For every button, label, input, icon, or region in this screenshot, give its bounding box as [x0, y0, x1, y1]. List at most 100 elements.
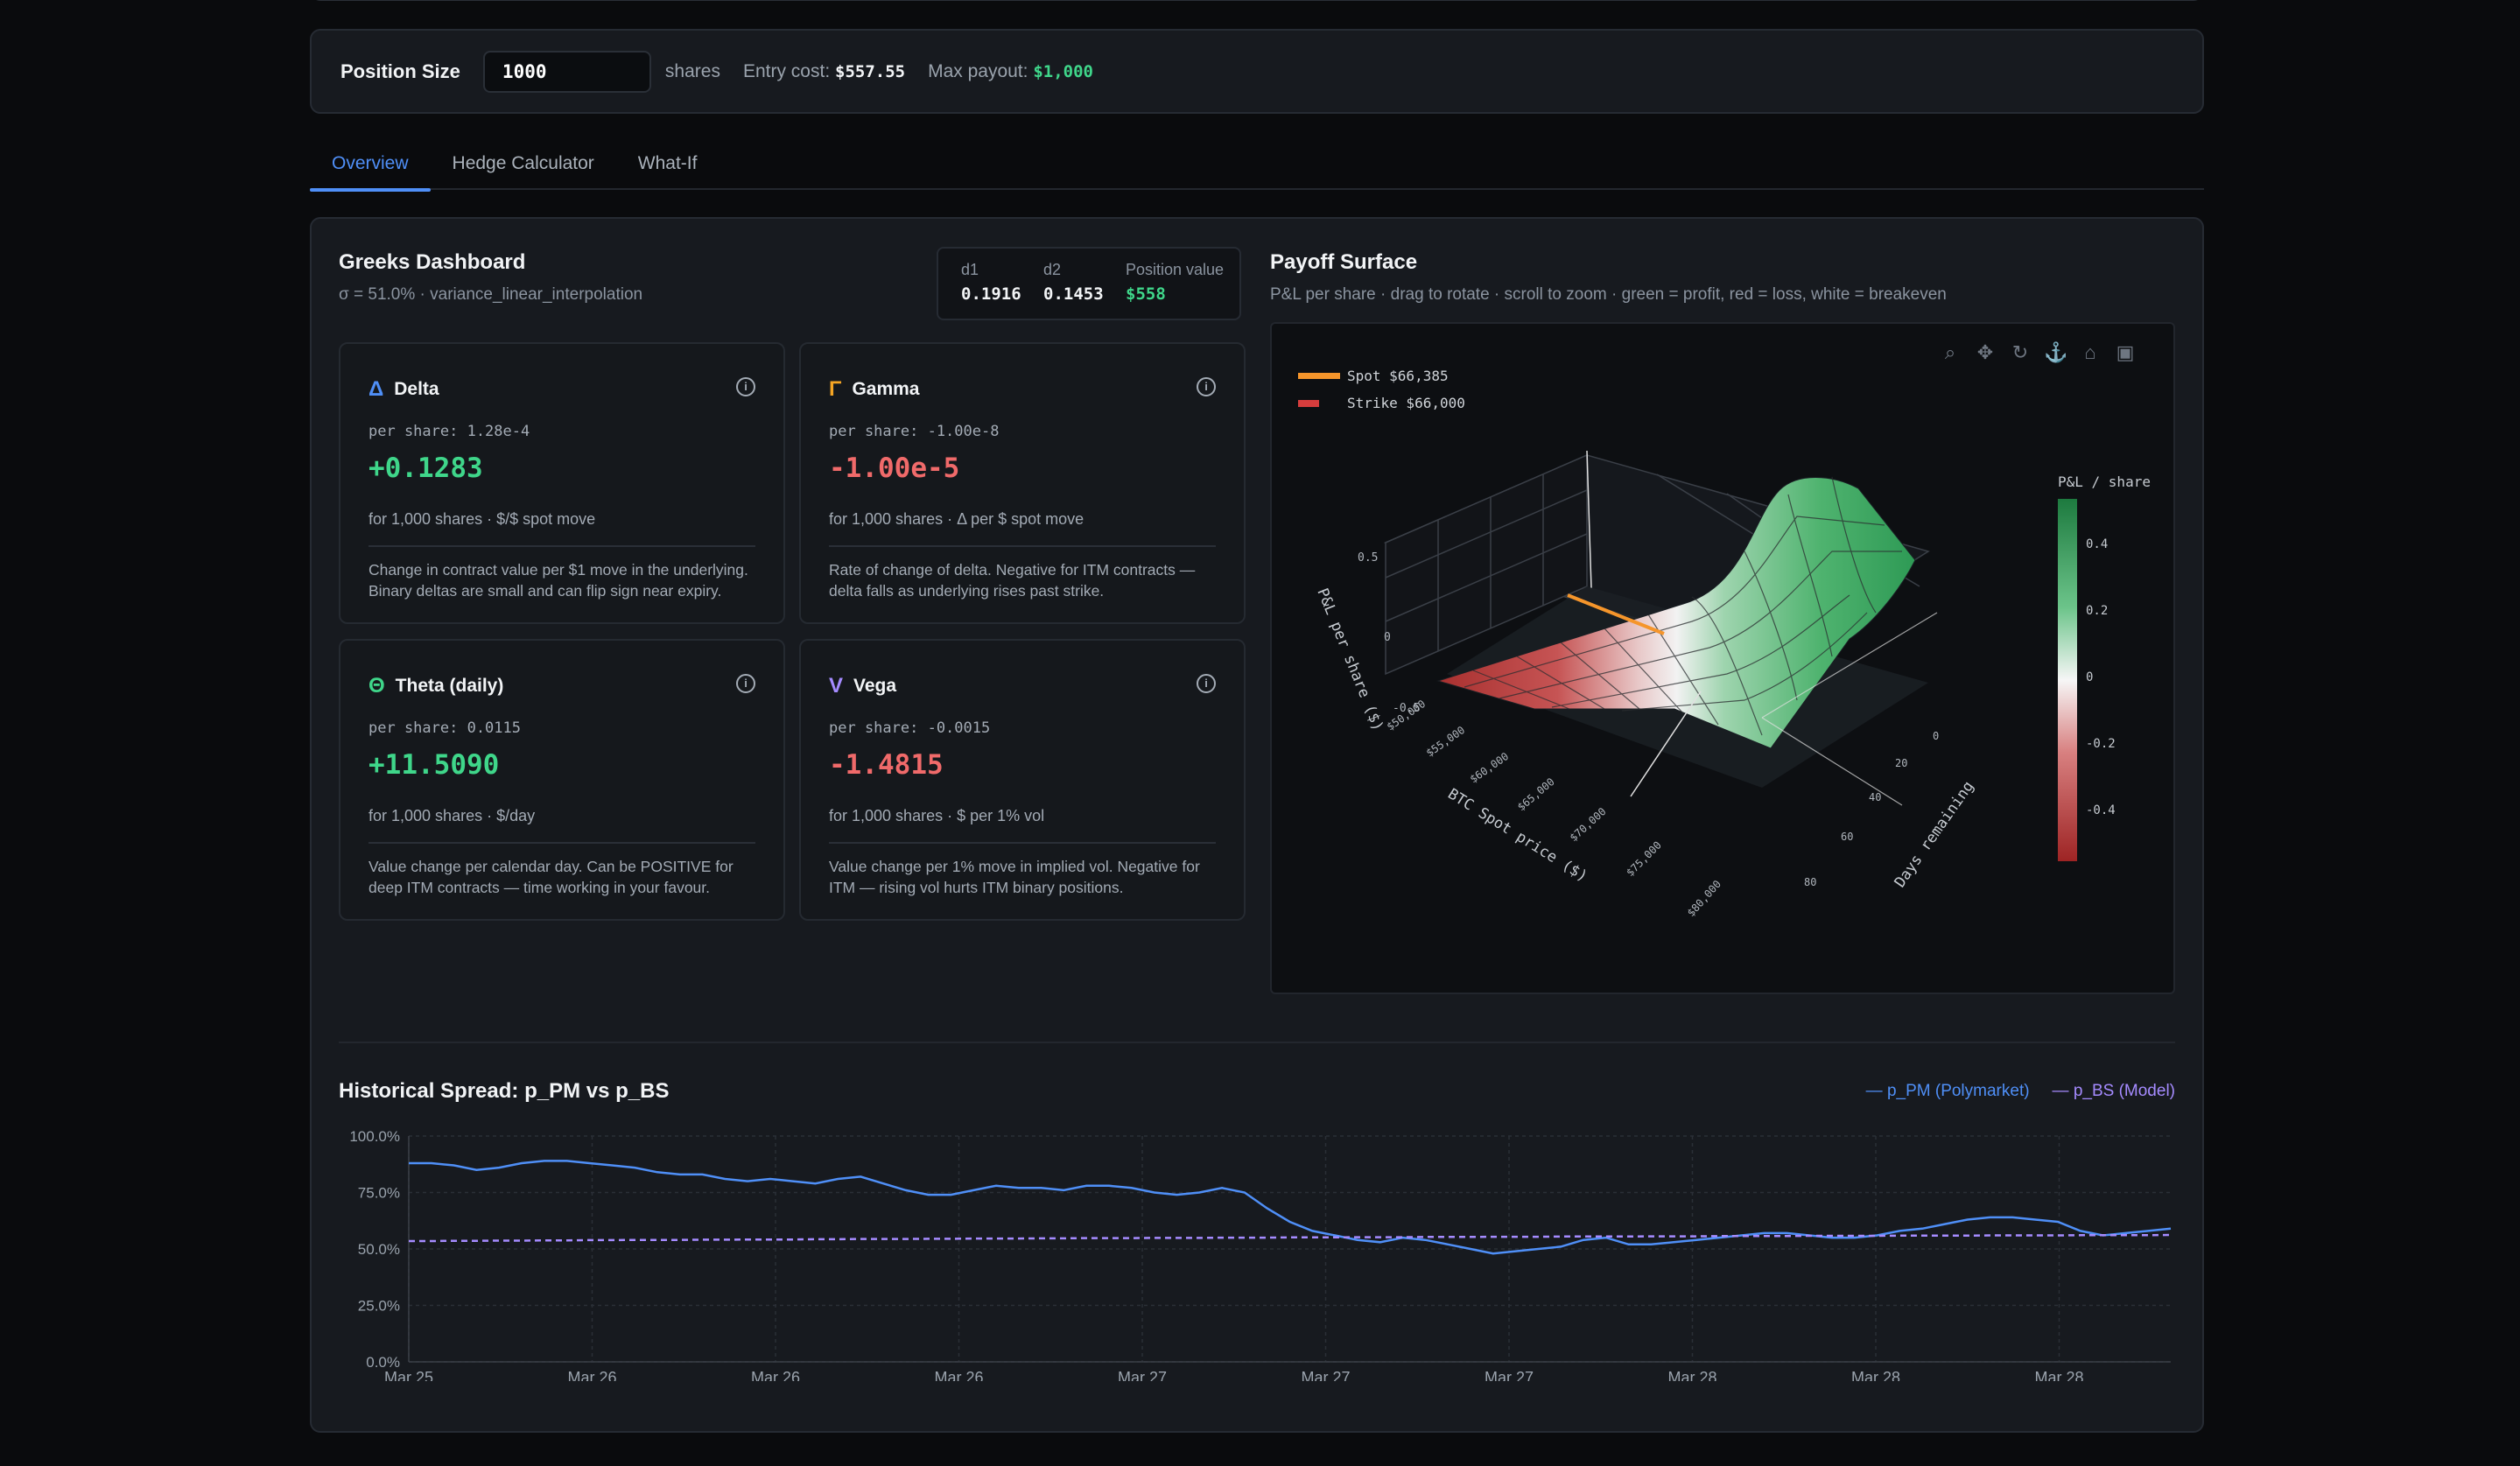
x-tick-label: $80,000 — [1685, 878, 1723, 919]
gamma-icon: Γ — [829, 377, 842, 401]
d2-value: 0.1453 — [1043, 284, 1104, 304]
theta-icon: Θ — [369, 674, 385, 698]
divider — [829, 545, 1216, 547]
colorbar-title: P&L / share — [2058, 473, 2151, 490]
gamma-per-share: per share: -1.00e-8 — [829, 423, 1000, 440]
z-ticks: 0.5 0 -0.5 — [1358, 551, 1420, 715]
y-tick-label: 100.0% — [349, 1128, 400, 1145]
z-axis-label: P&L per share ($) — [1313, 586, 1386, 733]
vega-card: V Vega i per share: -0.0015 -1.4815 for 1… — [799, 639, 1246, 921]
gamma-value: -1.00e-5 — [829, 452, 960, 484]
delta-card: Δ Delta i per share: 1.28e-4 +0.1283 for … — [339, 342, 785, 624]
d-values-box: d1 0.1916 d2 0.1453 Position value $558 — [937, 247, 1241, 320]
x-tick-label: Mar 26 — [751, 1369, 800, 1381]
x-axis-edge — [1761, 717, 1903, 806]
x-tick-label: $60,000 — [1468, 750, 1511, 785]
colorbar — [2058, 499, 2077, 861]
tab-overview[interactable]: Overview — [310, 144, 431, 192]
x-tick-label: Mar 28 — [2034, 1369, 2083, 1381]
z-tick-label: 0.5 — [1358, 551, 1378, 565]
orbit-rotation-icon[interactable]: ↻ — [2011, 341, 2029, 363]
turntable-rotation-icon[interactable]: ⚓ — [2044, 341, 2068, 363]
entry-cost-label: Entry cost: — [742, 60, 831, 81]
divider — [829, 842, 1216, 844]
position-value-col: Position value $558 — [1126, 261, 1224, 304]
vega-value: -1.4815 — [829, 749, 944, 781]
tab-hedge-calculator[interactable]: Hedge Calculator — [452, 153, 594, 173]
d1-label: d1 — [961, 261, 979, 278]
d1-col: d1 0.1916 — [961, 261, 1021, 304]
legend-bs[interactable]: — p_BS (Model) — [2052, 1082, 2175, 1100]
payoff-surface-plot[interactable]: ⌕ ✥ ↻ ⚓ ⌂ ▣ Sp — [1270, 322, 2175, 994]
pan-icon[interactable]: ✥ — [1976, 341, 1994, 363]
info-icon[interactable]: i — [736, 377, 755, 396]
vega-per-share: per share: -0.0015 — [829, 719, 991, 737]
vega-for: for 1,000 shares · $ per 1% vol — [829, 807, 1045, 824]
position-value: $558 — [1126, 284, 1166, 304]
d2-label: d2 — [1043, 261, 1062, 278]
y-tick-label: 60 — [1841, 831, 1853, 843]
position-size-bar: Position Size 1000 shares Entry cost: $5… — [310, 29, 2204, 114]
info-icon[interactable]: i — [736, 674, 755, 693]
divider — [369, 842, 755, 844]
tab-bar: Overview Hedge Calculator What-If — [310, 144, 2204, 192]
camera-icon[interactable]: ▣ — [2116, 341, 2135, 363]
y-tick-label: 40 — [1869, 791, 1881, 803]
legend-strike-swatch — [1298, 400, 1319, 407]
theta-card: Θ Theta (daily) i per share: 0.0115 +11.5… — [339, 639, 785, 921]
divider — [369, 545, 755, 547]
d2-col: d2 0.1453 — [1043, 261, 1104, 304]
x-tick-label: $70,000 — [1568, 805, 1609, 844]
theta-name: Theta (daily) — [395, 676, 504, 696]
gamma-card: Γ Gamma i per share: -1.00e-8 -1.00e-5 fo… — [799, 342, 1246, 624]
section-divider — [339, 1042, 2175, 1043]
colorbar-tick: -0.2 — [2086, 737, 2116, 751]
vega-header: V Vega — [829, 674, 896, 698]
zoom-icon[interactable]: ⌕ — [1944, 341, 1956, 363]
x-tick-label: Mar 28 — [1851, 1369, 1900, 1381]
y-tick-label: 80 — [1804, 876, 1816, 888]
legend-strike-text: Strike $66,000 — [1347, 395, 1465, 411]
theta-header: Θ Theta (daily) — [369, 674, 503, 698]
max-payout-value: $1,000 — [1033, 61, 1093, 81]
position-value-label: Position value — [1126, 261, 1225, 278]
vega-icon: V — [829, 674, 844, 698]
vega-name: Vega — [853, 676, 897, 696]
plot-toolbar: ⌕ ✥ ↻ ⚓ ⌂ ▣ — [1939, 341, 2137, 364]
series-line-bs — [409, 1233, 2172, 1243]
y-tick-label: 0.0% — [366, 1354, 400, 1371]
z-axis-line — [1586, 450, 1592, 589]
tab-what-if[interactable]: What-If — [637, 153, 698, 173]
y-axis-edge — [1761, 612, 1938, 719]
theta-per-share: per share: 0.0115 — [369, 719, 521, 737]
z-tick-label: 0 — [1384, 631, 1391, 644]
greeks-subtitle: σ = 51.0% · variance_linear_interpolatio… — [339, 285, 643, 304]
position-unit: shares — [664, 60, 720, 81]
surface-svg: Spot $66,385 Strike $66,000 — [1298, 368, 2151, 919]
legend-spot-swatch — [1298, 373, 1340, 379]
d1-value: 0.1916 — [961, 284, 1021, 304]
colorbar-ticks: 0.4 0.2 0 -0.2 -0.4 — [2086, 537, 2116, 817]
history-chart[interactable]: 100.0% 75.0% 50.0% 25.0% 0.0%Mar 25 Mar 26 Mar… — [324, 1119, 2250, 1381]
delta-value: +0.1283 — [369, 452, 483, 484]
theta-value: +11.5090 — [369, 749, 500, 781]
gamma-name: Gamma — [852, 379, 920, 399]
vega-description: Value change per 1% move in implied vol.… — [829, 858, 1200, 896]
delta-description: Change in contract value per $1 move in … — [369, 561, 748, 600]
position-size-input[interactable]: 1000 — [482, 50, 651, 93]
delta-icon: Δ — [369, 377, 384, 401]
entry-cost-value: $557.55 — [835, 61, 906, 81]
x-tick-label: Mar 27 — [1485, 1369, 1534, 1381]
info-icon[interactable]: i — [1197, 674, 1216, 693]
reset-camera-icon[interactable]: ⌂ — [2084, 341, 2096, 363]
max-payout-label: Max payout: — [928, 60, 1028, 81]
surface-gridlines — [1464, 476, 1902, 736]
previous-card-edge — [310, 0, 2204, 1]
y-tick-label: 0 — [1933, 730, 1939, 742]
gamma-for: for 1,000 shares · Δ per $ spot move — [829, 510, 1085, 528]
info-icon[interactable]: i — [1197, 377, 1216, 396]
z-tick-label: -0.5 — [1393, 702, 1420, 715]
legend-pm[interactable]: — p_PM (Polymarket) — [1865, 1082, 2030, 1100]
y-tick-label: 50.0% — [358, 1241, 400, 1258]
y-tick-label: 25.0% — [358, 1298, 400, 1315]
